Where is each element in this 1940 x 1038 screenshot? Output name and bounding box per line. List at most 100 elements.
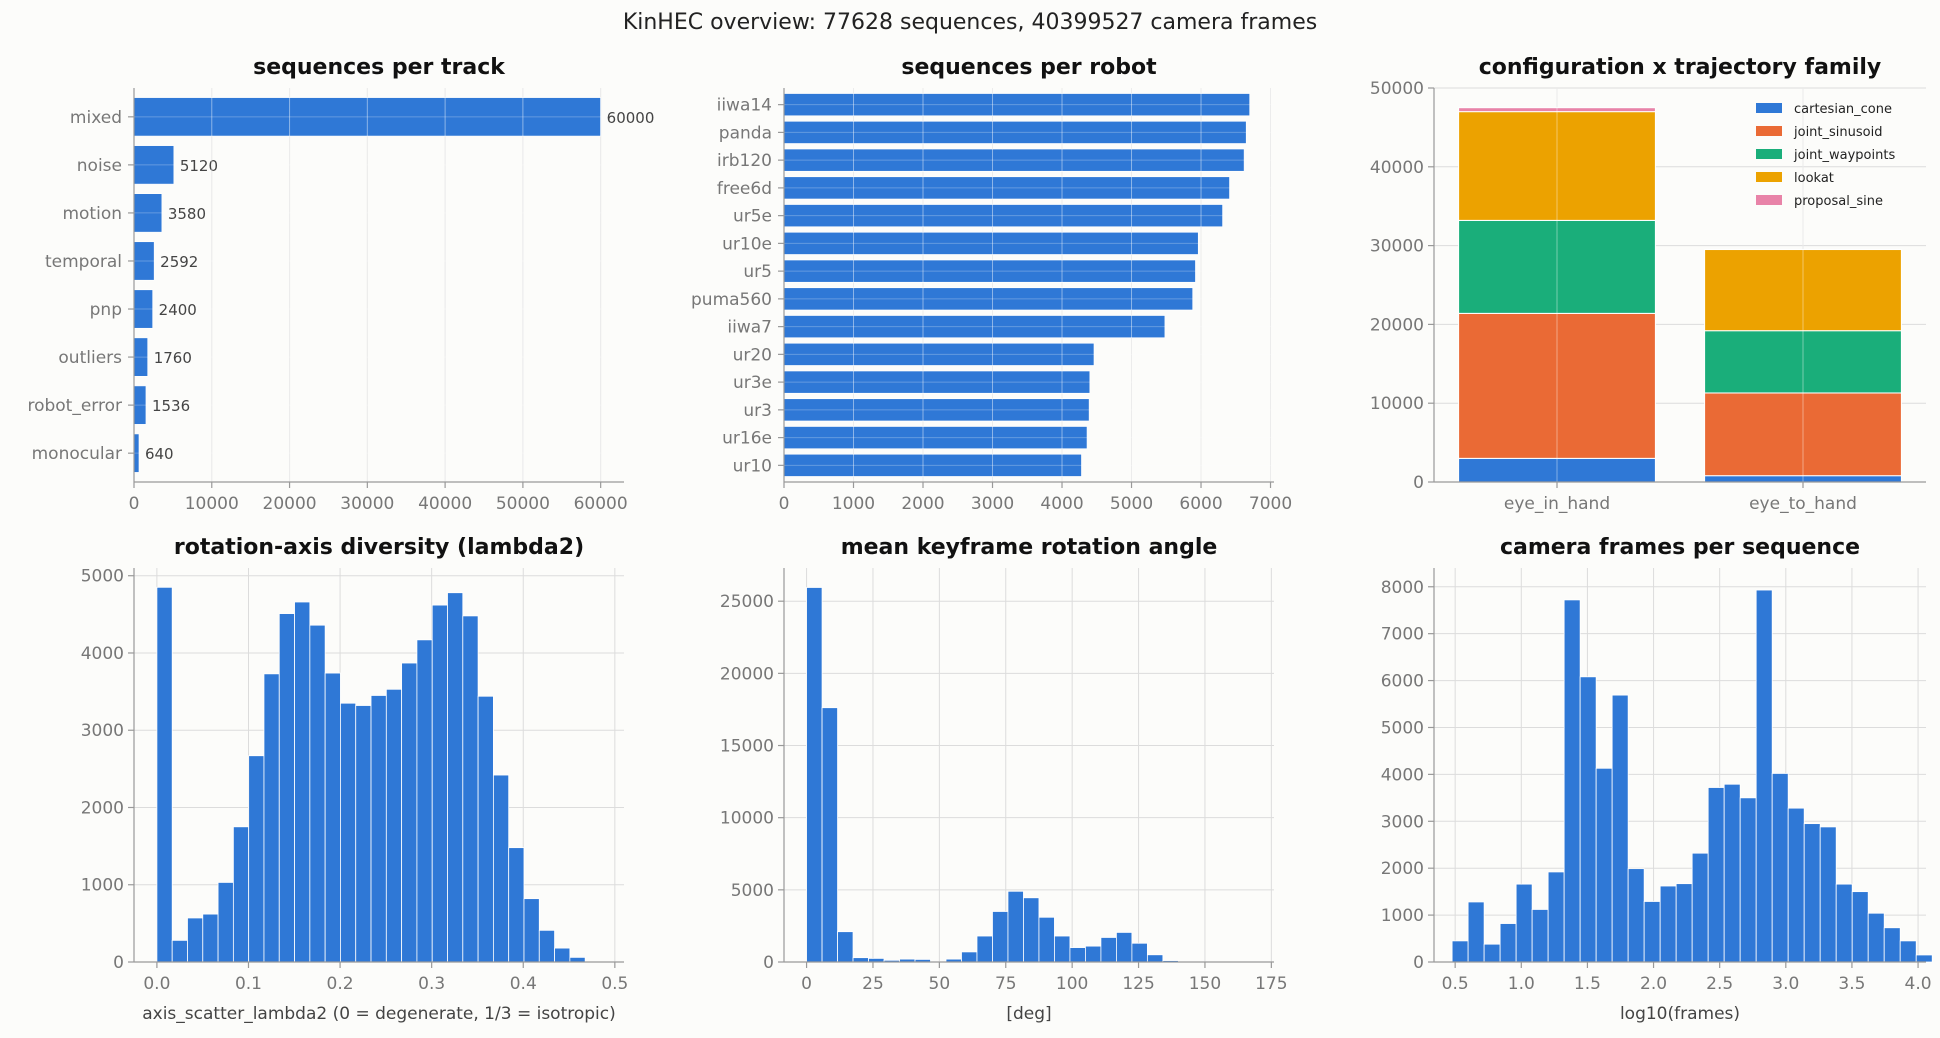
x-tick-label: 150 xyxy=(1189,974,1221,994)
y-tick-label: 5000 xyxy=(81,567,124,587)
chart-panel-3: configuration x trajectory family 0 10000 2… xyxy=(1370,55,1926,514)
x-tick-label: 1000 xyxy=(832,494,875,514)
y-tick-label: temporal xyxy=(45,252,122,272)
histogram-bar xyxy=(1038,916,1055,963)
histogram-bar xyxy=(1023,897,1040,963)
histogram-bar xyxy=(508,847,525,963)
histogram-bar xyxy=(1499,923,1517,963)
x-tick-label: 4.0 xyxy=(1905,974,1932,994)
histogram-bar xyxy=(217,882,234,963)
histogram-bar xyxy=(1085,945,1102,963)
y-tick-label: 5000 xyxy=(1381,718,1424,738)
histogram-bar xyxy=(156,586,173,963)
x-tick-label: 0 xyxy=(801,974,812,994)
x-tick-label: 1.5 xyxy=(1574,974,1601,994)
histogram-bar xyxy=(324,672,341,963)
figure-suptitle: KinHEC overview: 77628 sequences, 403995… xyxy=(622,10,1318,35)
histogram-bar xyxy=(171,939,188,963)
data-label: 640 xyxy=(145,445,174,463)
x-tick-label: 5000 xyxy=(1110,494,1153,514)
x-tick-label: 175 xyxy=(1255,974,1287,994)
x-tick-label: 7000 xyxy=(1249,494,1292,514)
y-tick-label: 4000 xyxy=(1381,765,1424,785)
chart-panel-2: sequences per robot 0 1000 2000 3000 4000 5000… xyxy=(691,55,1292,514)
y-tick-label: 20000 xyxy=(720,664,774,684)
chart-panel-5: mean keyframe rotation angle 0 25 50 75 100 12… xyxy=(720,535,1288,1024)
x-tick-label: 0.0 xyxy=(143,974,170,994)
histogram-bar xyxy=(976,935,993,963)
y-tick-label: 30000 xyxy=(1370,237,1424,257)
y-tick-label: 3000 xyxy=(81,721,124,741)
x-tick-label: 60000 xyxy=(574,494,628,514)
y-tick-label: mixed xyxy=(70,108,122,128)
histogram-bar xyxy=(1691,852,1709,963)
histogram-bar xyxy=(385,688,403,963)
histogram-bar xyxy=(1627,868,1645,963)
histogram-bar xyxy=(232,826,250,963)
y-tick-label: irb120 xyxy=(717,151,772,171)
x-tick-label: 50 xyxy=(929,974,951,994)
x-tick-label: 0.4 xyxy=(510,974,537,994)
histogram-bar xyxy=(1659,885,1677,963)
stacked-bar-segment xyxy=(1704,249,1902,332)
y-tick-label: panda xyxy=(719,123,772,143)
y-tick-label: 3000 xyxy=(1381,812,1424,832)
histogram-bar xyxy=(806,587,823,963)
histogram-bar xyxy=(1787,807,1805,963)
histogram-bar xyxy=(416,639,433,963)
y-tick-label: 25000 xyxy=(720,592,774,612)
y-tick-label: free6d xyxy=(717,179,772,199)
histogram-bar xyxy=(1819,826,1837,963)
chart-title: sequences per track xyxy=(253,55,506,80)
data-label: 2592 xyxy=(160,253,198,271)
histogram-bar xyxy=(1595,767,1613,963)
y-tick-label: 0 xyxy=(763,953,774,973)
histogram-bar xyxy=(447,592,464,963)
y-tick-label: ur16e xyxy=(722,429,772,449)
histogram-bar xyxy=(1675,883,1693,963)
histogram-bar xyxy=(309,624,326,963)
x-axis-label: [deg] xyxy=(1006,1004,1051,1024)
y-tick-label: noise xyxy=(77,156,122,176)
histogram-bar xyxy=(1069,947,1086,963)
bar xyxy=(133,145,175,185)
x-tick-label: 0.1 xyxy=(235,974,262,994)
histogram-bar xyxy=(355,705,372,963)
histogram-bar xyxy=(462,615,479,963)
stacked-bar-segment xyxy=(1458,111,1656,221)
histogram-bar xyxy=(538,929,555,963)
histogram-bar xyxy=(294,601,311,963)
histogram-bar xyxy=(821,707,838,963)
x-tick-label: 0.3 xyxy=(418,974,445,994)
histogram-bar xyxy=(1739,797,1757,963)
histogram-bar xyxy=(1707,787,1725,963)
legend-swatch xyxy=(1756,195,1782,205)
y-tick-label: 7000 xyxy=(1381,625,1424,645)
data-label: 60000 xyxy=(607,109,655,127)
x-tick-label: eye_in_hand xyxy=(1504,494,1610,514)
x-tick-label: 3.0 xyxy=(1772,974,1799,994)
histogram-bar xyxy=(961,951,978,963)
y-tick-label: monocular xyxy=(32,444,122,464)
histogram-bar xyxy=(569,956,586,963)
legend: cartesian_cone joint_sinusoid joint_waypoi… xyxy=(1756,102,1895,209)
x-tick-label: eye_to_hand xyxy=(1749,494,1857,514)
data-label: 1536 xyxy=(152,397,190,415)
histogram-bar xyxy=(1483,943,1501,963)
y-tick-label: 20000 xyxy=(1370,315,1424,335)
legend-swatch xyxy=(1756,149,1782,159)
histogram-bar xyxy=(1563,599,1581,963)
y-tick-label: 2000 xyxy=(1381,859,1424,879)
y-tick-label: outliers xyxy=(58,348,122,368)
chart-panel-4: rotation-axis diversity (lambda2) 0.0 0.1 0… xyxy=(81,535,629,1024)
y-tick-label: 10000 xyxy=(1370,394,1424,414)
y-tick-label: puma560 xyxy=(691,290,772,310)
legend-label: joint_sinusoid xyxy=(1793,125,1882,140)
histogram-bar xyxy=(1467,901,1485,963)
histogram-bar xyxy=(1116,932,1133,963)
y-tick-label: motion xyxy=(62,204,122,224)
y-tick-label: 1000 xyxy=(81,876,124,896)
histogram-bar xyxy=(1451,940,1469,963)
histogram-bar xyxy=(523,898,540,963)
